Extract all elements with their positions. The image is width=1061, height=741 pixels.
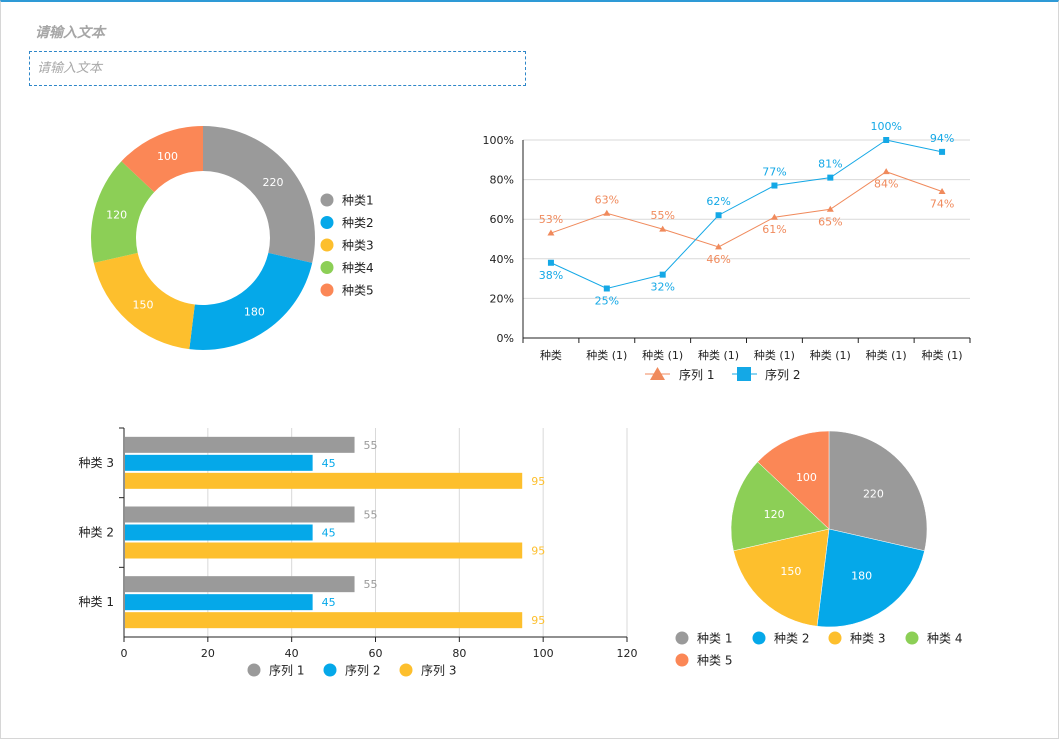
text-input[interactable] <box>29 51 526 86</box>
page-title: 请输入文本 <box>35 25 105 41</box>
